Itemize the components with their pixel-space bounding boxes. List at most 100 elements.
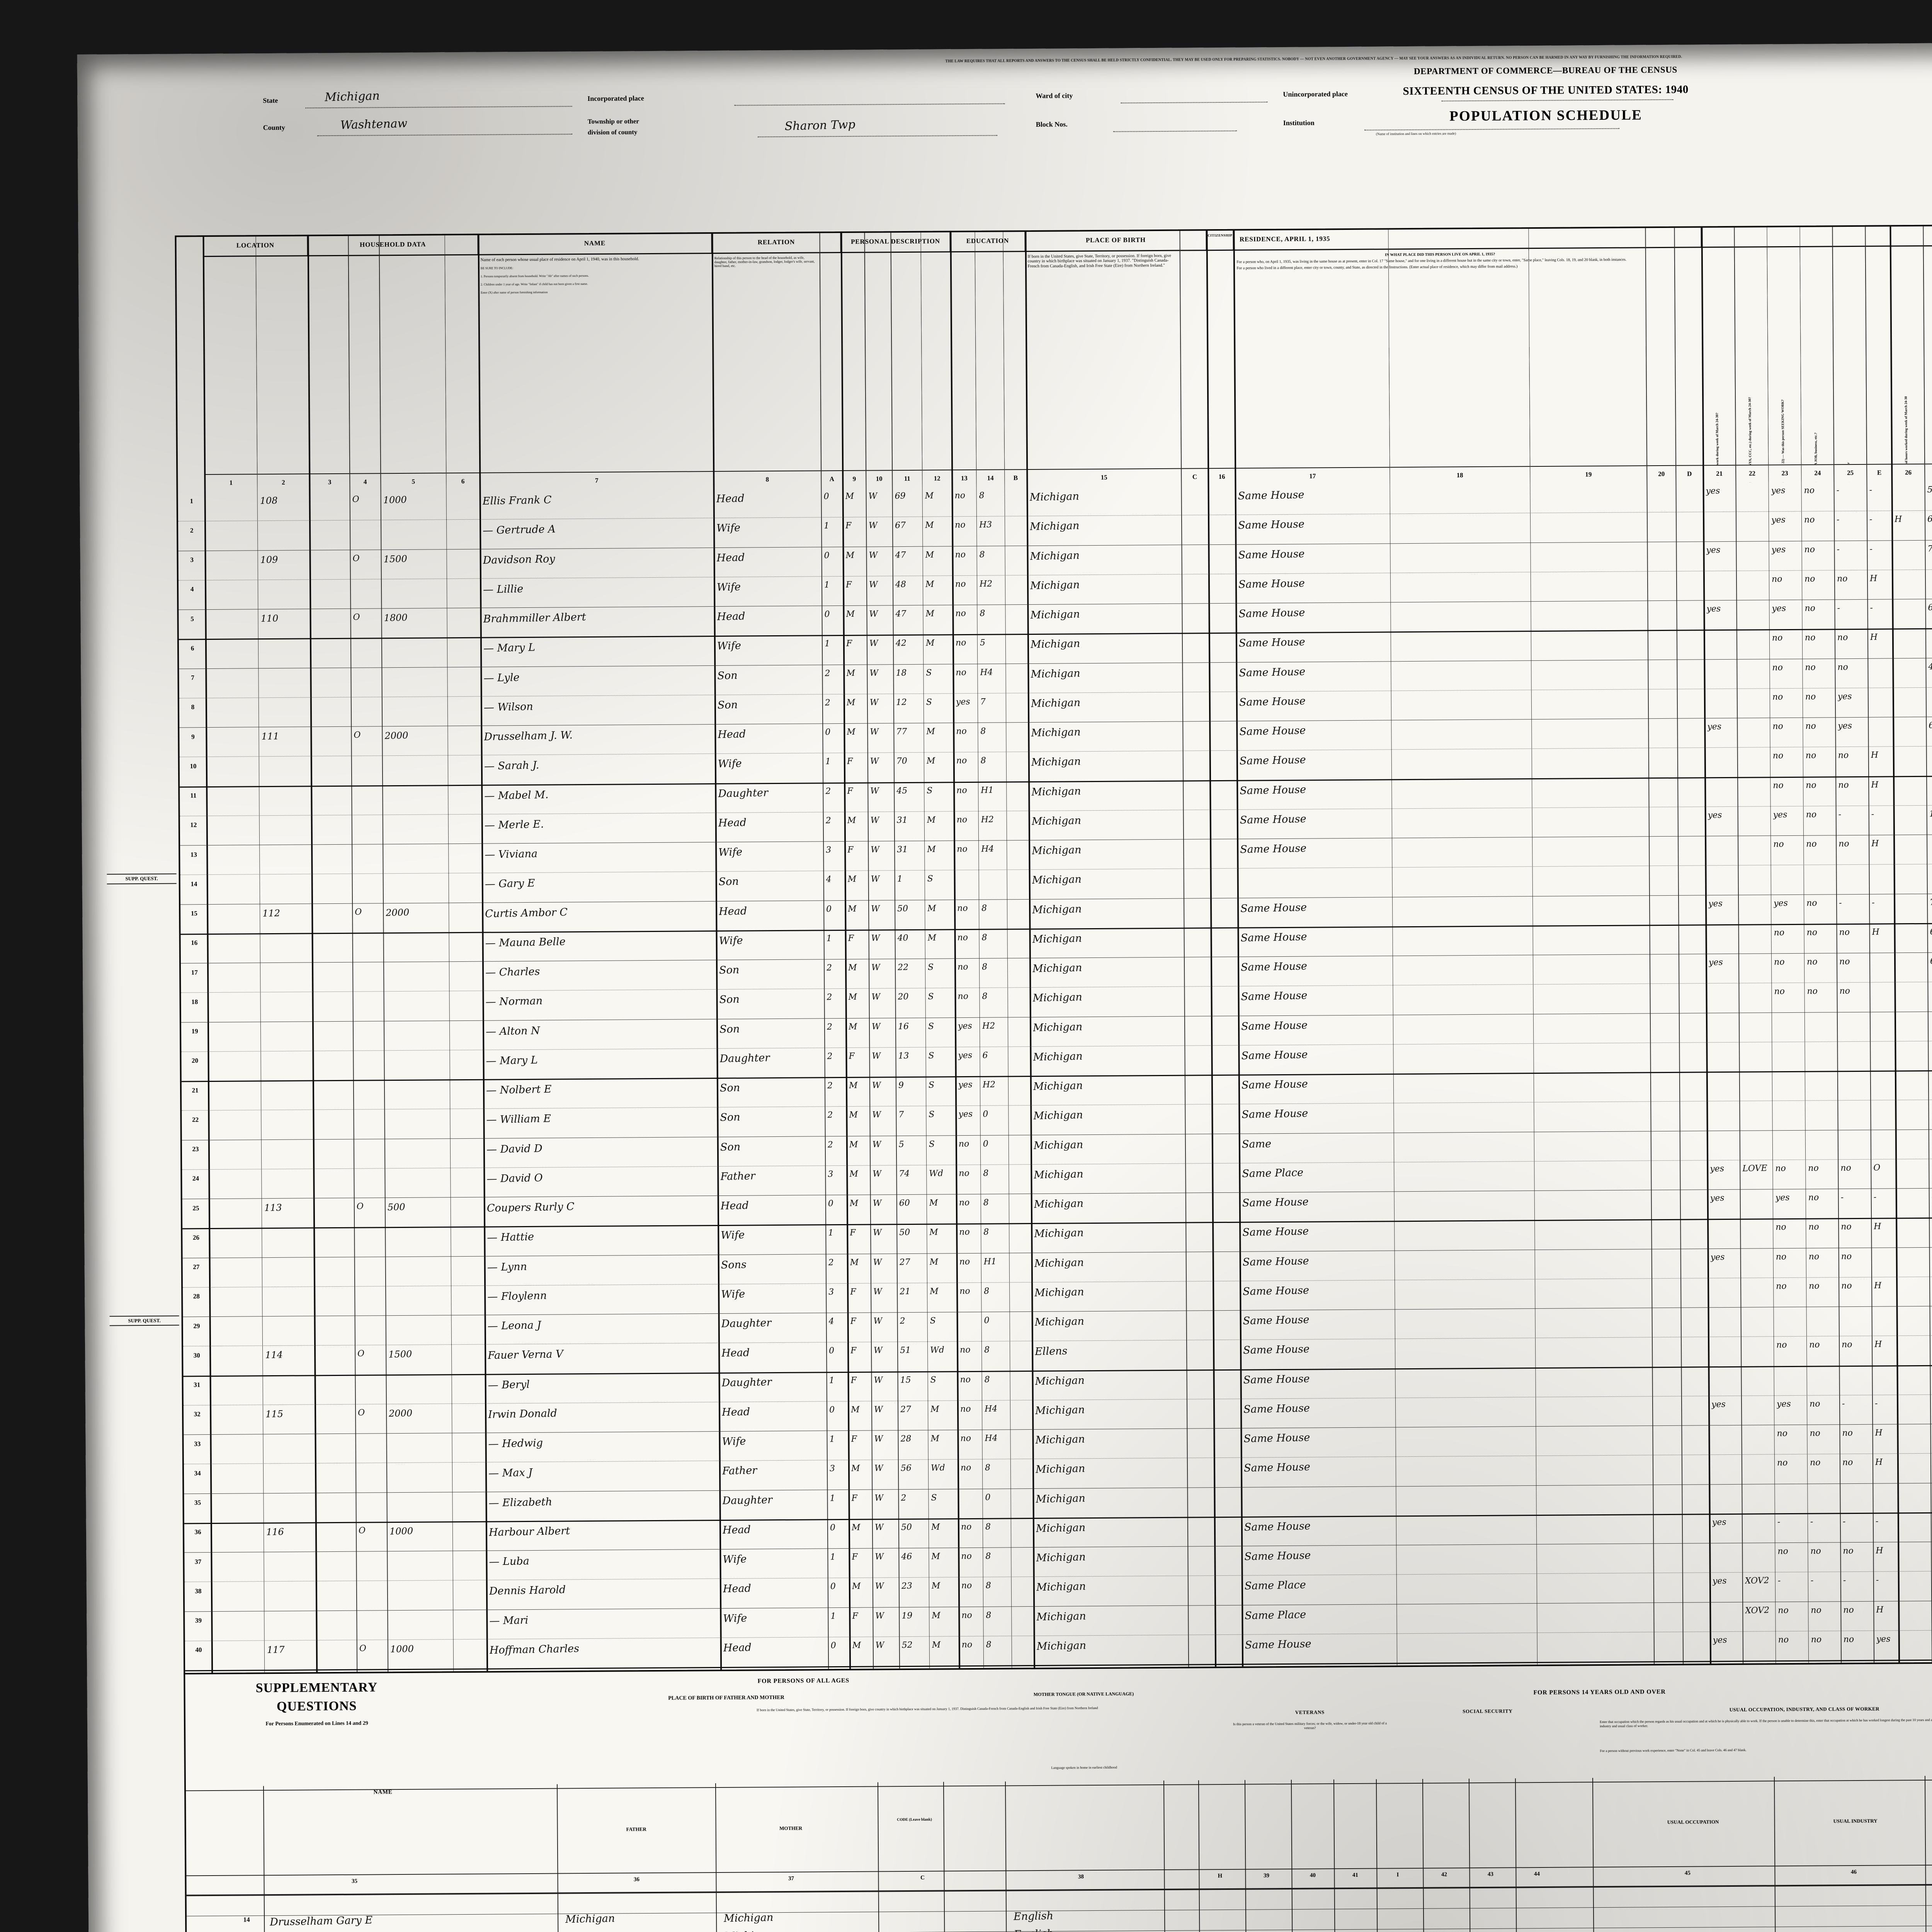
cell-c17[interactable]: Same House xyxy=(1240,901,1307,915)
cell-c15[interactable]: Michigan xyxy=(1031,815,1081,828)
cell-cA[interactable]: 1 xyxy=(824,521,830,531)
cell-cE[interactable]: - xyxy=(1870,603,1873,613)
cell-c9[interactable]: M xyxy=(845,491,854,502)
cell-c25[interactable]: no xyxy=(1837,633,1848,643)
cell-c15[interactable]: Michigan xyxy=(1031,726,1081,739)
cell-c9[interactable]: M xyxy=(852,1640,861,1651)
cell-cA[interactable]: 1 xyxy=(830,1552,836,1562)
cell-c14[interactable]: H1 xyxy=(980,785,994,795)
cell-c11[interactable]: 19 xyxy=(901,1611,913,1621)
cell-c13[interactable]: no xyxy=(961,1581,972,1591)
cell-c23[interactable]: no xyxy=(1772,721,1783,731)
supp-row-father[interactable]: Michigan xyxy=(565,1928,713,1932)
supp-row-father[interactable]: Michigan xyxy=(565,1912,615,1926)
cell-c7[interactable]: — Mary L xyxy=(486,1054,538,1067)
cell-c8[interactable]: Head xyxy=(717,728,746,741)
cell-c10[interactable]: W xyxy=(874,1434,883,1444)
cell-c21[interactable]: yes xyxy=(1709,1163,1724,1174)
cell-cA[interactable]: 0 xyxy=(824,609,830,619)
cell-c27[interactable]: 60 xyxy=(1928,602,1932,613)
cell-c12[interactable]: S xyxy=(928,1080,934,1090)
cell-c23[interactable]: no xyxy=(1772,662,1783,673)
cell-c2[interactable]: 108 xyxy=(260,495,278,507)
cell-c10[interactable]: W xyxy=(874,1375,883,1385)
cell-c12[interactable]: M xyxy=(927,933,936,943)
cell-c8[interactable]: Sons xyxy=(721,1259,747,1271)
cell-c24[interactable]: no xyxy=(1804,574,1815,584)
cell-c10[interactable]: W xyxy=(875,1611,884,1621)
township-value[interactable]: Sharon Twp xyxy=(784,117,856,133)
cell-c23[interactable]: yes xyxy=(1772,604,1786,614)
cell-c15[interactable]: Michigan xyxy=(1033,1138,1083,1152)
cell-c10[interactable]: W xyxy=(869,638,879,649)
cell-c4[interactable]: O xyxy=(353,612,361,622)
cell-cA[interactable]: 2 xyxy=(827,1022,833,1032)
cell-c25[interactable]: no xyxy=(1837,574,1848,584)
cell-c5[interactable]: 1000 xyxy=(383,494,407,506)
cell-c23[interactable]: no xyxy=(1774,957,1785,967)
cell-c14[interactable]: 6 xyxy=(982,1050,988,1061)
cell-c11[interactable]: 69 xyxy=(895,491,906,501)
cell-c8[interactable]: Father xyxy=(722,1464,757,1478)
cell-c12[interactable]: M xyxy=(925,520,934,531)
cell-cE[interactable]: H xyxy=(1871,838,1879,849)
cell-c9[interactable]: M xyxy=(849,1169,858,1179)
cell-c13[interactable]: no xyxy=(960,1404,971,1414)
cell-c22[interactable]: XOV2 xyxy=(1745,1605,1770,1616)
cell-c15[interactable]: Michigan xyxy=(1030,579,1080,592)
cell-cA[interactable]: 2 xyxy=(825,668,830,679)
cell-c2[interactable]: 109 xyxy=(260,554,278,565)
cell-cA[interactable]: 2 xyxy=(827,1051,833,1061)
cell-c12[interactable]: M xyxy=(931,1522,940,1532)
cell-c25[interactable]: - xyxy=(1838,810,1842,820)
cell-c13[interactable]: no xyxy=(957,992,969,1002)
cell-cA[interactable]: 4 xyxy=(828,1316,835,1327)
cell-c12[interactable]: M xyxy=(926,726,935,737)
cell-c10[interactable]: W xyxy=(874,1493,884,1503)
cell-c21[interactable]: yes xyxy=(1712,1517,1726,1527)
cell-c8[interactable]: Son xyxy=(720,1141,741,1153)
cell-c12[interactable]: M xyxy=(927,903,936,913)
cell-c12[interactable]: M xyxy=(925,550,934,560)
cell-c8[interactable]: Daughter xyxy=(722,1493,773,1507)
cell-cA[interactable]: 2 xyxy=(825,816,832,826)
cell-c5[interactable]: 1000 xyxy=(389,1525,413,1537)
cell-c7[interactable]: — David D xyxy=(486,1142,543,1156)
cell-c15[interactable]: Michigan xyxy=(1035,1433,1085,1446)
cell-c8[interactable]: Daughter xyxy=(721,1376,772,1389)
cell-cE[interactable]: H xyxy=(1875,1428,1883,1438)
cell-c5[interactable]: 2000 xyxy=(386,906,410,918)
cell-c10[interactable]: W xyxy=(871,933,880,943)
cell-c8[interactable]: Wife xyxy=(718,846,743,859)
cell-c17[interactable]: Same House xyxy=(1242,1078,1308,1092)
cell-c24[interactable]: no xyxy=(1804,515,1815,525)
cell-c8[interactable]: Son xyxy=(719,1111,740,1124)
cell-c7[interactable]: — Floylenn xyxy=(487,1289,547,1303)
cell-cE[interactable]: H xyxy=(1876,1605,1884,1615)
cell-cA[interactable]: 1 xyxy=(830,1611,836,1621)
cell-c11[interactable]: 27 xyxy=(900,1404,912,1415)
cell-cE[interactable]: H xyxy=(1871,750,1879,760)
cell-c15[interactable]: Michigan xyxy=(1032,991,1082,1005)
cell-c15[interactable]: Michigan xyxy=(1036,1580,1086,1594)
cell-c8[interactable]: Son xyxy=(718,876,739,888)
cell-c14[interactable]: 8 xyxy=(985,1551,991,1561)
cell-c4[interactable]: O xyxy=(358,1408,365,1418)
cell-c23[interactable]: - xyxy=(1777,1517,1781,1527)
cell-c17[interactable]: Same House xyxy=(1242,1255,1310,1269)
cell-cA[interactable]: 2 xyxy=(825,786,831,796)
cell-c7[interactable]: — Luba xyxy=(488,1555,529,1568)
cell-c7[interactable]: — Merle E. xyxy=(484,818,544,832)
cell-cE[interactable]: H xyxy=(1869,573,1878,584)
cell-c25[interactable]: no xyxy=(1841,1251,1852,1262)
cell-c27[interactable]: 70 xyxy=(1927,544,1932,554)
cell-c8[interactable]: Head xyxy=(720,1199,749,1212)
cell-c10[interactable]: W xyxy=(870,727,879,737)
cell-c24[interactable]: no xyxy=(1808,1163,1819,1173)
cell-c10[interactable]: W xyxy=(870,697,879,707)
cell-c25[interactable]: no xyxy=(1842,1428,1853,1438)
cell-c5[interactable]: 500 xyxy=(387,1201,406,1213)
cell-c24[interactable]: no xyxy=(1810,1546,1821,1556)
cell-cA[interactable]: 0 xyxy=(830,1582,836,1592)
cell-c25[interactable]: yes xyxy=(1838,721,1852,731)
